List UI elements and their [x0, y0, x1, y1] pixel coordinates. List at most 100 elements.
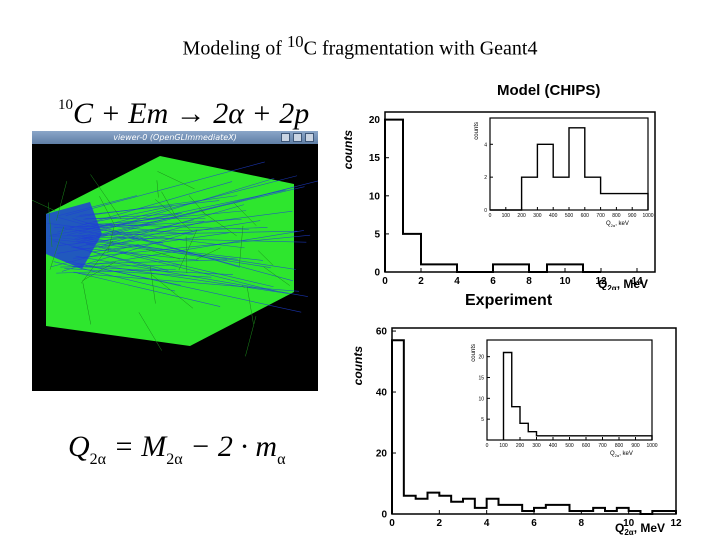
x-tick-label: 4 [484, 518, 490, 529]
y-axis-label: counts [351, 346, 365, 386]
secondary-track [178, 229, 198, 271]
particle-track [72, 259, 227, 265]
y-tick-label: 5 [374, 229, 380, 240]
secondary-track [241, 285, 245, 289]
secondary-track [263, 266, 290, 286]
inset-histogram-outline [490, 127, 649, 211]
particle-track [75, 218, 242, 230]
inset-x-tick-label: 200 [516, 443, 525, 449]
inset-x-axis-label: Q2α, keV [606, 221, 629, 228]
secondary-track [161, 191, 176, 216]
inset-y-tick-label: 5 [481, 417, 484, 423]
x-tick-label: 10 [623, 518, 635, 529]
y-tick-label: 10 [369, 191, 381, 202]
x-tick-label: 0 [389, 518, 395, 529]
y-tick-label: 15 [369, 153, 381, 164]
y-axis-label: counts [341, 130, 355, 170]
secondary-track [246, 286, 254, 324]
inset-x-tick-label: 200 [517, 213, 526, 219]
experiment-label: Experiment [465, 292, 553, 309]
geant4-viewer-window: viewer-0 (OpenGLImmediateX) [32, 131, 318, 391]
minimize-button[interactable] [281, 133, 290, 142]
particle-track [85, 243, 276, 292]
x-tick-label: 14 [631, 276, 643, 287]
secondary-track [185, 236, 188, 274]
inset-y-tick-label: 20 [478, 355, 484, 361]
secondary-track [82, 282, 92, 325]
y-tick-label: 20 [369, 115, 381, 126]
particle-track [83, 213, 182, 220]
inset-x-tick-label: 0 [489, 213, 492, 219]
experiment-histogram: 0 2 4 6 8 10 12 0 20 40 60 counts Q2α, MeV 0 100 200 300… [351, 327, 682, 537]
viewer-title: viewer-0 (OpenGLImmediateX) [113, 133, 237, 142]
inset-x-tick-label: 300 [532, 443, 541, 449]
inset-y-tick-label: 15 [478, 376, 484, 382]
inset-x-tick-label: 500 [565, 213, 574, 219]
inset-x-tick-label: 100 [502, 213, 511, 219]
secondary-track [233, 202, 257, 226]
particle-track [78, 273, 300, 292]
inset-x-axis-label: Q2α, keV [610, 451, 633, 458]
y-tick-label: 60 [376, 327, 388, 338]
secondary-track [32, 199, 56, 212]
x-tick-label: 2 [437, 518, 443, 529]
particle-track [75, 255, 308, 297]
x-tick-label: 8 [526, 276, 532, 287]
inset-x-tick-label: 700 [596, 213, 605, 219]
particle-track [73, 271, 221, 307]
inset-x-tick-label: 500 [565, 443, 574, 449]
secondary-track [188, 195, 206, 215]
q-formula: Q2α = M2α − 2 · mα [68, 430, 286, 468]
secondary-track [82, 261, 116, 281]
particle-track [99, 221, 205, 249]
particle-track [70, 221, 156, 228]
secondary-track [107, 226, 115, 253]
secondary-track [99, 196, 116, 228]
particle-track [50, 243, 140, 268]
inset-x-tick-label: 0 [486, 443, 489, 449]
maximize-button[interactable] [293, 133, 302, 142]
inset-x-tick-label: 800 [612, 213, 621, 219]
viewer-title-bar: viewer-0 (OpenGLImmediateX) [32, 131, 318, 144]
secondary-track [48, 202, 53, 248]
secondary-track [199, 209, 237, 237]
particle-track [65, 161, 265, 216]
particle-track [103, 227, 268, 234]
secondary-track [155, 199, 193, 232]
particle-track [47, 222, 245, 249]
particle-track [81, 210, 293, 239]
x-tick-label: 0 [382, 276, 388, 287]
slide-title: Modeling of 10C fragmentation with Geant… [182, 32, 538, 60]
y-tick-label: 40 [376, 388, 388, 399]
particle-track [73, 246, 169, 271]
inset-y-tick-label: 4 [484, 142, 487, 148]
inset-x-tick-label: 300 [533, 213, 542, 219]
inset-y-tick-label: 2 [484, 175, 487, 181]
inset-histogram: 0 100 200 300 400 500 600 700 800 900 1000 0 2 4 count… [474, 117, 654, 228]
particle-track [101, 265, 289, 294]
reaction-formula: 10C + Em → 2α + 2p [58, 97, 310, 130]
particle-track [77, 186, 305, 240]
secondary-track [245, 316, 257, 357]
secondary-track [151, 274, 194, 309]
inset-x-tick-label: 600 [581, 213, 590, 219]
inset-y-axis-label: counts [471, 344, 477, 362]
inset-x-tick-label: 900 [631, 443, 640, 449]
inset-y-axis-label: counts [474, 122, 480, 140]
particle-track [57, 181, 233, 233]
particle-track [93, 205, 173, 223]
inset-x-tick-label: 400 [549, 213, 558, 219]
x-tick-label: 10 [559, 276, 571, 287]
particle-track [56, 195, 138, 217]
secondary-track [196, 247, 221, 260]
x-tick-label: 6 [531, 518, 537, 529]
secondary-track [149, 266, 156, 304]
y-tick-label: 20 [376, 449, 388, 460]
particle-track [54, 224, 150, 228]
particle-track [103, 204, 245, 246]
inset-histogram-outline [502, 351, 653, 440]
y-tick-label: 0 [374, 268, 380, 279]
x-tick-label: 6 [490, 276, 496, 287]
close-button[interactable] [305, 133, 314, 142]
